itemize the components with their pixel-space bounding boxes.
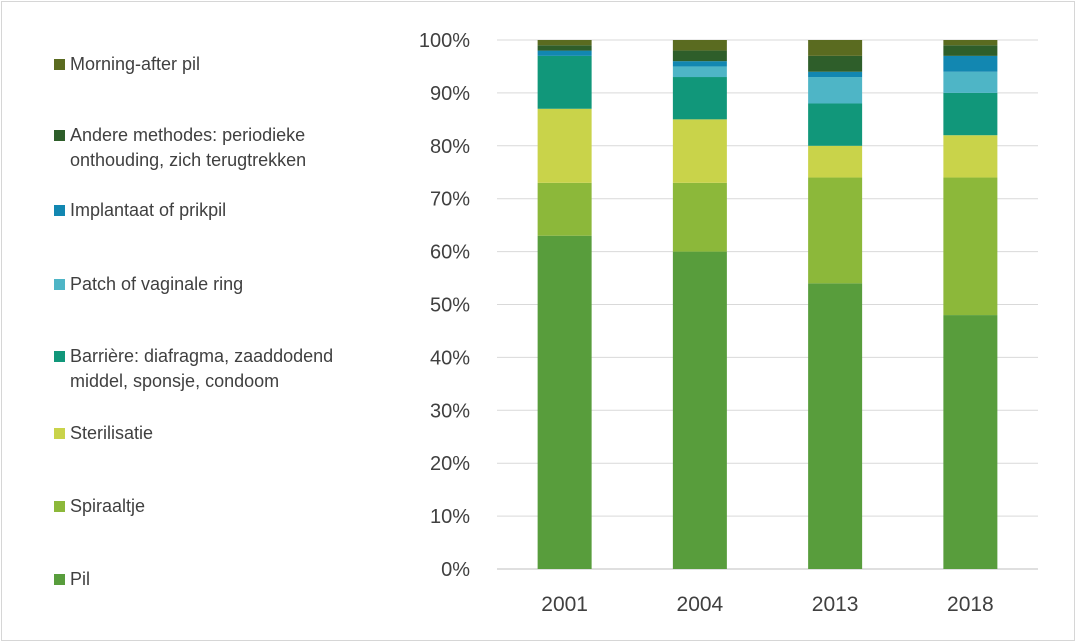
y-tick-label: 50%	[430, 295, 470, 317]
bar-segment-2018	[943, 92, 998, 136]
bar-segment-2018	[943, 71, 998, 93]
bar-segment-2001	[537, 55, 592, 109]
legend-swatch-pil	[54, 574, 65, 585]
bar-segment-2018	[943, 40, 998, 46]
x-tick-label: 2004	[677, 593, 724, 616]
bar-segment-2004	[672, 182, 727, 252]
legend-item-sterilisatie: Sterilisatie	[54, 421, 394, 446]
bar-segment-2013	[808, 103, 863, 146]
bar-segment-2018	[943, 45, 998, 56]
legend-label-line: Andere methodes: periodieke	[70, 125, 306, 145]
bar-segment-2001	[537, 108, 592, 183]
bar-segment-2013	[808, 40, 863, 56]
legend-item-spiraaltje: Spiraaltje	[54, 494, 394, 519]
legend-swatch-andere-methodes	[54, 130, 65, 141]
bar-segment-2004	[672, 61, 727, 67]
y-tick-label: 20%	[430, 453, 470, 475]
bar-segment-2004	[672, 119, 727, 183]
bar-segment-2013	[808, 145, 863, 178]
legend-swatch-patch	[54, 279, 65, 290]
bar-segment-2013	[808, 71, 863, 78]
bar-segment-2013	[808, 55, 863, 72]
y-tick-label: 60%	[430, 242, 470, 264]
legend-label-line: Pil	[70, 569, 91, 589]
chart-legend: Morning-after pil Andere methodes: perio…	[0, 0, 400, 632]
y-tick-label: 70%	[430, 189, 470, 211]
y-tick-label: 90%	[430, 83, 470, 105]
legend-item-andere-methodes: Andere methodes: periodieke onthouding, …	[54, 123, 394, 173]
bar-segment-2004	[672, 40, 727, 51]
legend-swatch-spiraaltje	[54, 501, 65, 512]
legend-swatch-barriere	[54, 351, 65, 362]
legend-label-line: Barrière: diafragma, zaaddodend	[70, 346, 334, 366]
bar-segment-2018	[943, 177, 998, 316]
legend-item-pil: Pil	[54, 567, 394, 592]
legend-label-line: middel, sponsje, condoom	[70, 371, 280, 391]
legend-item-morning-after-pil: Morning-after pil	[54, 52, 394, 77]
bar-segment-2004	[672, 251, 727, 569]
y-tick-label: 0%	[441, 559, 470, 581]
bar-segment-2018	[943, 55, 998, 72]
x-tick-label: 2001	[541, 593, 588, 616]
legend-swatch-sterilisatie	[54, 428, 65, 439]
y-tick-label: 80%	[430, 136, 470, 158]
legend-item-patch: Patch of vaginale ring	[54, 272, 394, 297]
bar-segment-2001	[537, 235, 592, 570]
bar-segment-2004	[672, 50, 727, 62]
x-tick-label: 2013	[812, 593, 859, 616]
bar-segment-2004	[672, 77, 727, 120]
bar-segment-2001	[537, 50, 592, 56]
legend-item-implantaat: Implantaat of prikpil	[54, 198, 394, 223]
legend-label-line: Morning-after pil	[70, 54, 201, 74]
bar-segment-2013	[808, 77, 863, 104]
bar-segment-2001	[537, 182, 592, 236]
x-tick-label: 2018	[947, 593, 994, 616]
legend-item-barriere: Barrière: diafragma, zaaddodend middel, …	[54, 344, 394, 394]
bar-segment-2013	[808, 283, 863, 569]
legend-swatch-implantaat	[54, 205, 65, 216]
bar-segment-2004	[672, 66, 727, 78]
y-tick-label: 40%	[430, 347, 470, 369]
legend-label-line: Patch of vaginale ring	[70, 274, 244, 294]
y-tick-label: 30%	[430, 400, 470, 422]
bar-segment-2001	[537, 45, 592, 51]
legend-label-line: onthouding, zich terugtrekken	[70, 150, 307, 170]
legend-label-line: Sterilisatie	[70, 423, 154, 443]
y-tick-label: 100%	[419, 30, 470, 52]
legend-label-line: Implantaat of prikpil	[70, 200, 227, 220]
bar-segment-2013	[808, 177, 863, 284]
bar-segment-2018	[943, 315, 998, 569]
bar-segment-2018	[943, 135, 998, 178]
y-tick-label: 10%	[430, 506, 470, 528]
legend-label-line: Spiraaltje	[70, 496, 146, 516]
bar-segment-2001	[537, 40, 592, 46]
legend-swatch-morning-after-pil	[54, 59, 65, 70]
